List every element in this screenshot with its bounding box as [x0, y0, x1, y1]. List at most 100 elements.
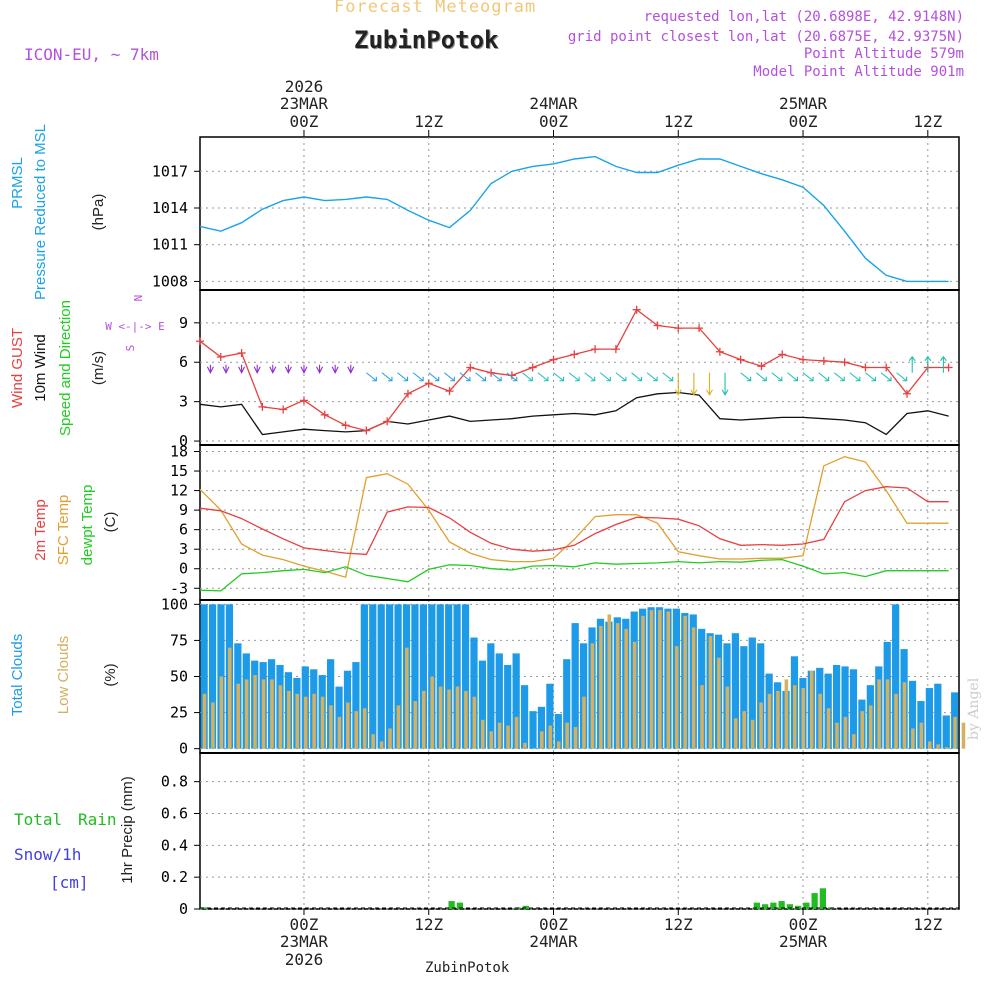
low-cloud-bar: [632, 641, 637, 749]
total-cloud-bar: [563, 659, 571, 749]
point-altitude: Point Altitude 579m: [803, 46, 964, 62]
wind-direction-arrow: [506, 372, 518, 382]
wind-direction-arrow: [300, 364, 308, 374]
low-cloud-bar: [211, 702, 215, 749]
low-cloud-bar: [641, 615, 645, 749]
low-cloud-bar: [413, 701, 418, 749]
ytick-label: 0.4: [161, 836, 188, 854]
ytick-label: 1008: [152, 272, 188, 290]
low-cloud-bar: [253, 675, 257, 749]
low-cloud-bar: [497, 722, 502, 749]
wind-direction-arrow: [908, 355, 916, 373]
temp-unit: (C): [102, 512, 119, 533]
time-label-top: 25MAR: [779, 94, 828, 113]
time-label-top: 12Z: [414, 112, 443, 131]
wind-gust-marker: [424, 379, 433, 388]
ytick-label: 0.6: [161, 804, 188, 822]
low-cloud-bar: [346, 702, 350, 749]
wind-direction-arrow: [584, 372, 596, 382]
rain-bar: [803, 902, 810, 909]
rain-bar: [762, 904, 769, 909]
ytick-label: 9: [179, 501, 188, 519]
wind-gust-marker: [487, 368, 496, 377]
wind-gust-marker: [819, 356, 828, 365]
ytick-label: 12: [170, 482, 188, 500]
compass-south: S: [124, 345, 137, 352]
low-cloud-bar: [944, 747, 949, 749]
wind-direction-arrow: [568, 372, 580, 382]
time-label-top: 00Z: [290, 112, 319, 131]
wind-gust-marker: [653, 321, 662, 330]
wind-gust-marker: [383, 417, 392, 426]
ytick-label: 1014: [152, 199, 188, 217]
low-cloud-bar: [658, 610, 662, 749]
low-cloud-bar: [573, 727, 578, 749]
wind-direction-arrow: [740, 372, 752, 382]
wind-direction-arrow: [347, 364, 355, 374]
time-label-bottom: 00Z: [290, 915, 319, 934]
total-cloud-bar: [908, 680, 917, 749]
rain-bar: [770, 902, 777, 909]
low-cloud-bar: [556, 741, 561, 749]
wind-label: 10m Wind: [32, 334, 49, 402]
low-cloud-bar: [329, 705, 333, 749]
time-label-top: 12Z: [913, 112, 942, 131]
station-name: ZubinPotok: [354, 26, 499, 54]
wind-direction-arrow: [490, 372, 502, 382]
wind-gust-marker: [591, 345, 600, 354]
time-label-top: 12Z: [664, 112, 693, 131]
low-cloud-bar: [927, 741, 932, 749]
total-cloud-bar: [942, 715, 950, 749]
wind-direction-arrow: [381, 372, 393, 382]
low-cloud-bar: [565, 722, 569, 749]
total-cloud-bar: [327, 659, 335, 749]
wind-direction-arrow: [412, 372, 424, 382]
ytick-label: 25: [170, 704, 188, 722]
total-cloud-bar: [841, 666, 849, 749]
wind-direction-arrow: [331, 364, 339, 374]
wind-speed-line: [199, 391, 949, 436]
wind-gust-marker: [736, 355, 745, 364]
wind-gust-line: [199, 308, 949, 432]
wind-direction-arrow: [553, 372, 565, 382]
wind-gust-marker: [528, 363, 537, 372]
ytick-label: 0: [179, 432, 188, 450]
model-altitude: Model Point Altitude 901m: [753, 64, 964, 80]
low-cloud-bar: [725, 686, 730, 749]
ytick-label: 0: [179, 740, 188, 758]
wind-gust-marker: [279, 405, 288, 414]
gust-label: Wind GUST: [9, 328, 26, 408]
sfc-temp-label: SFC Temp: [55, 495, 72, 566]
low-cloud-bar: [818, 693, 822, 749]
wind-gust-marker: [216, 352, 225, 361]
low-cloud-bar: [767, 693, 772, 749]
total-cloud-bar: [546, 683, 554, 749]
ytick-label: 0.2: [161, 868, 188, 886]
low-cloud-bar: [320, 696, 325, 749]
total-cloud-bar: [419, 604, 427, 749]
ytick-label: 0.8: [161, 773, 188, 791]
rain-bar: [795, 905, 802, 909]
temp-2m-label: 2m Temp: [32, 499, 49, 560]
time-label-top: 00Z: [789, 112, 818, 131]
wind-gust-marker: [237, 349, 246, 358]
low-cloud-bar: [261, 679, 266, 749]
low-cloud-bar: [615, 623, 620, 749]
wind-gust-marker: [570, 350, 579, 359]
ytick-label: 15: [170, 462, 188, 480]
total-cloud-bar: [411, 604, 419, 749]
footer-station: ZubinPotok: [425, 960, 510, 976]
low-cloud-bar: [919, 722, 924, 749]
time-label-top: 00Z: [539, 112, 568, 131]
low-cloud-bar: [700, 685, 704, 749]
wind-direction-arrow: [880, 372, 892, 382]
rain-bar: [778, 901, 785, 909]
total-cloud-bar: [757, 643, 765, 749]
grid-point: grid point closest lon,lat (20.6875E, 42…: [567, 29, 964, 45]
wind-direction-arrow: [366, 372, 377, 382]
total-cloud-bar: [512, 653, 520, 749]
total-cloud-bar: [833, 664, 841, 749]
total-cloud-bar: [478, 660, 487, 749]
total-cloud-bar: [208, 604, 217, 749]
wind-direction-arrow: [397, 372, 409, 382]
